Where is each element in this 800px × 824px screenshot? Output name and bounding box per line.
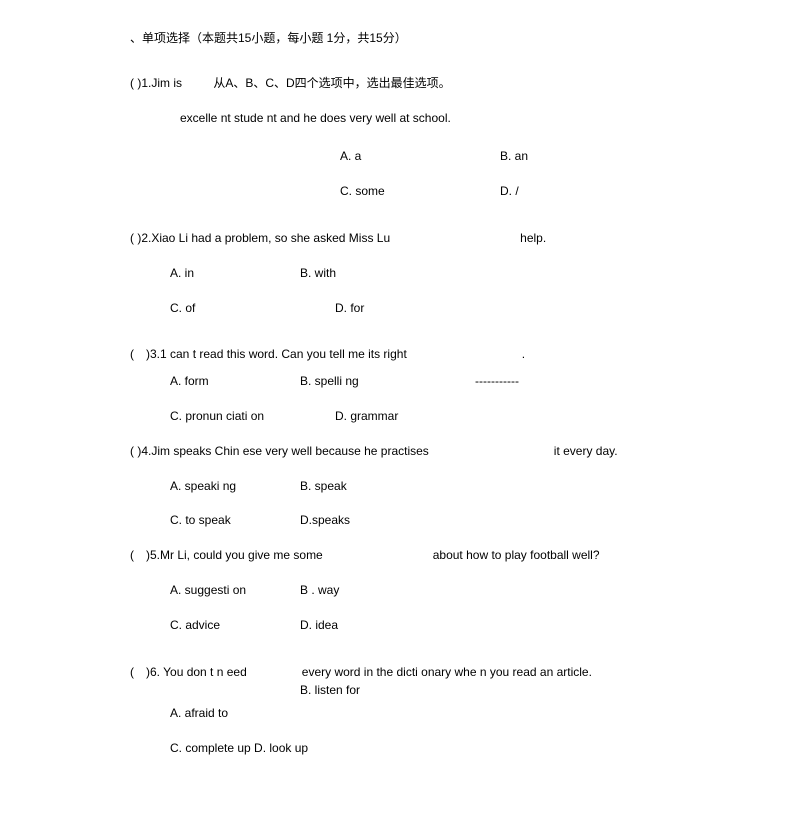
q2-opts-row1: A. in B. with: [130, 265, 690, 282]
q6-stem: ( )6. You don t n eed: [130, 664, 247, 681]
q5-stem: ( )5.Mr Li, could you give me some: [130, 547, 323, 564]
q3-opt-a: A. form: [170, 373, 300, 390]
q1-opt-a: A. a: [340, 148, 500, 165]
q2-opt-c: C. of: [170, 300, 335, 317]
q6-optb-row: B. listen for: [130, 682, 690, 699]
q6-stem-row: ( )6. You don t n eed every word in the …: [130, 664, 690, 681]
q4-opts-row2: C. to speak D.speaks: [130, 512, 690, 529]
q4-opt-c: C. to speak: [170, 512, 300, 529]
q3-blank: [407, 346, 522, 363]
q3-dash: -----------: [475, 373, 519, 390]
section-title: 、单项选择（本题共15小题，每小题 1分，共15分）: [130, 30, 690, 47]
q3-opt-c: C. pronun ciati on: [170, 408, 335, 425]
q4-tail: it every day.: [554, 443, 618, 460]
q5-opts-row1: A. suggesti on B . way: [130, 582, 690, 599]
q4-stem-row: ( )4.Jim speaks Chin ese very well becau…: [130, 443, 690, 460]
q2-tail: help.: [520, 230, 546, 247]
q3-opts-row1: A. form B. spelli ng -----------: [130, 373, 690, 390]
q3-opt-b: B. spelli ng: [300, 373, 475, 390]
q3-opt-d: D. grammar: [335, 408, 398, 425]
q6-blank: [247, 664, 302, 681]
q4-blank: [429, 443, 554, 460]
q1-stem-row: ( )1.Jim is 从A、B、C、D四个选项中，选出最佳选项。: [130, 75, 690, 92]
q1-opt-c: C. some: [340, 183, 500, 200]
q1-cont: excelle nt stude nt and he does very wel…: [130, 110, 690, 127]
q1-stem: ( )1.Jim is: [130, 76, 182, 90]
q2-stem: ( )2.Xiao Li had a problem, so she asked…: [130, 230, 390, 247]
q5-blank: [323, 547, 433, 564]
q1-opt-d: D. /: [500, 183, 519, 200]
q4-opt-a: A. speaki ng: [170, 478, 300, 495]
q2-blank: [390, 230, 520, 247]
q4-opts-row1: A. speaki ng B. speak: [130, 478, 690, 495]
q6-opt-cd: C. complete up D. look up: [170, 740, 308, 757]
q4-stem: ( )4.Jim speaks Chin ese very well becau…: [130, 443, 429, 460]
q2-opt-a: A. in: [170, 265, 300, 282]
q1-opt-b: B. an: [500, 148, 528, 165]
q5-opt-d: D. idea: [300, 617, 338, 634]
q4-opt-b: B. speak: [300, 478, 347, 495]
q5-opt-a: A. suggesti on: [170, 582, 300, 599]
q3-stem-row: ( )3.1 can t read this word. Can you tel…: [130, 346, 690, 363]
q5-opt-c: C. advice: [170, 617, 300, 634]
q3-opts-row2: C. pronun ciati on D. grammar: [130, 408, 690, 425]
q3-stem: ( )3.1 can t read this word. Can you tel…: [130, 346, 407, 363]
q6-opt-a: A. afraid to: [170, 705, 228, 722]
q2-opt-b: B. with: [300, 265, 336, 282]
q2-opts-row2: C. of D. for: [130, 300, 690, 317]
q6-optcd-row: C. complete up D. look up: [130, 740, 690, 757]
q5-opt-b: B . way: [300, 582, 339, 599]
q5-opts-row2: C. advice D. idea: [130, 617, 690, 634]
q6-opta-row: A. afraid to: [130, 705, 690, 722]
exam-page: 、单项选择（本题共15小题，每小题 1分，共15分） ( )1.Jim is 从…: [0, 0, 800, 805]
q2-stem-row: ( )2.Xiao Li had a problem, so she asked…: [130, 230, 690, 247]
q1-opts-row1: A. a B. an: [130, 148, 690, 165]
q2-opt-d: D. for: [335, 300, 364, 317]
q4-opt-d: D.speaks: [300, 512, 350, 529]
q3-tail: .: [522, 346, 525, 363]
q6-tail: every word in the dicti onary whe n you …: [302, 664, 592, 681]
q5-tail: about how to play football well?: [433, 547, 600, 564]
instruction: 从A、B、C、D四个选项中，选出最佳选项。: [185, 76, 450, 90]
q6-opt-b: B. listen for: [300, 682, 360, 699]
q5-stem-row: ( )5.Mr Li, could you give me some about…: [130, 547, 690, 564]
q1-opts-row2: C. some D. /: [130, 183, 690, 200]
